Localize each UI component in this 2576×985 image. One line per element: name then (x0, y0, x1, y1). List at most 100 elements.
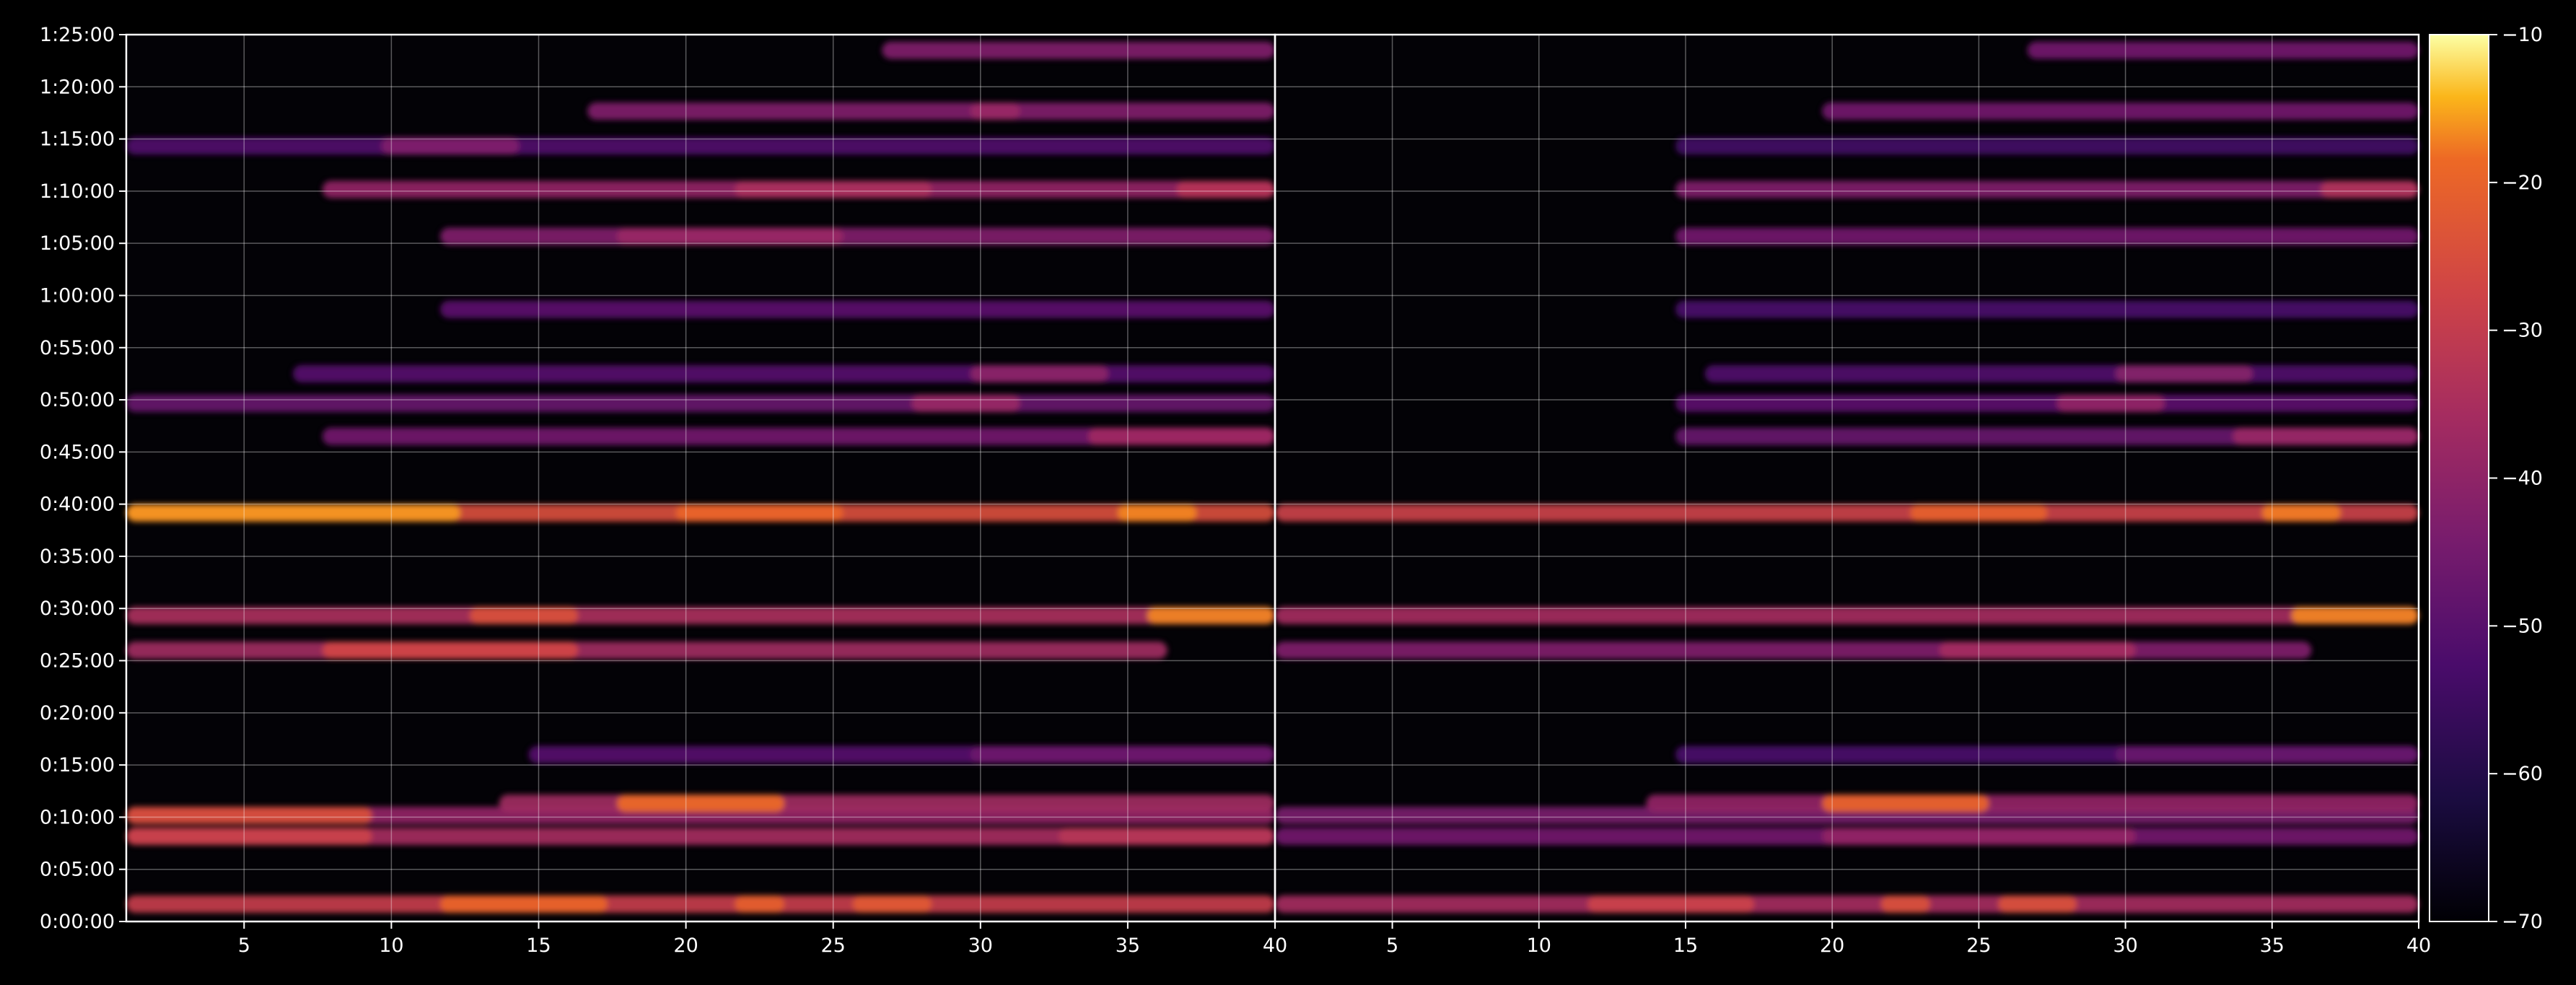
colorbar-tick-label-3: −40 (2502, 468, 2543, 490)
heatmap-band-p2-r4-s1 (2115, 745, 2419, 763)
heatmap-band-p2-r10-s0 (1704, 364, 2419, 382)
colorbar-tick-label-0: −10 (2502, 24, 2543, 46)
colorbar-gradient (2429, 34, 2489, 922)
heatmap-band-p1-r14-s1 (381, 137, 520, 155)
heatmap-band-p2-r3-s1 (1822, 794, 1989, 813)
x-tick-label-p2-1: 10 (1527, 934, 1551, 957)
heatmap-band-p2-r3-s0 (1646, 794, 2419, 813)
heatmap-band-p1-r6-s1 (469, 606, 579, 624)
x-tick-label-p2-6: 35 (2260, 934, 2284, 957)
heatmap-band-p2-r13-s1 (2321, 180, 2419, 198)
heatmap-band-p1-r15-s0 (587, 102, 1275, 121)
x-tick-label-p2-5: 30 (2113, 934, 2137, 957)
heatmap-band-p1-r12-s0 (440, 227, 1275, 245)
colorbar-tick-label-2: −30 (2502, 320, 2543, 342)
heatmap-band-p1-r12-s1 (616, 227, 844, 245)
y-tick-label-11: 0:55:00 (40, 337, 115, 359)
heatmap-band-p2-r7-s1 (1910, 504, 2048, 522)
y-tick-label-13: 1:05:00 (40, 232, 115, 255)
y-tick-label-7: 0:35:00 (40, 546, 115, 568)
heatmap-band-p1-r5-s1 (322, 642, 579, 660)
heatmap-band-p1-r1-s1 (126, 827, 372, 845)
heatmap-band-p2-r14-s0 (1675, 137, 2419, 155)
heatmap-panels (126, 35, 2419, 921)
colorbar-tick-label-5: −60 (2502, 763, 2543, 785)
heatmap-band-p2-r6-s1 (2291, 606, 2419, 624)
x-tick-label-p2-2: 15 (1673, 934, 1698, 957)
heatmap-band-p1-r1-s2 (1059, 827, 1275, 845)
x-tick-label-p1-1: 10 (379, 934, 403, 957)
heatmap-band-p1-r0-s3 (852, 895, 932, 913)
heatmap-band-p1-r3-s1 (616, 794, 785, 813)
x-tick-label-p2-4: 25 (1966, 934, 1991, 957)
heatmap-panel-1 (126, 35, 1275, 921)
x-tick-label-p1-2: 15 (526, 934, 551, 957)
heatmap-band-p1-r15-s1 (970, 102, 1020, 121)
heatmap-panel-2 (1275, 35, 2419, 921)
y-tick-label-9: 0:45:00 (40, 441, 115, 463)
heatmap-band-p2-r15-s0 (1822, 102, 2419, 121)
heatmap-band-p2-r5-s0 (1275, 642, 2312, 660)
heatmap-band-p2-r12-s0 (1675, 227, 2419, 245)
y-tick-label-12: 1:00:00 (40, 284, 115, 307)
y-axis-ticks: 0:00:00 0:05:00 0:10:00 0:15:00 0:20:00 0:25:… (40, 24, 126, 933)
heatmap-band-p2-r0-s3 (1998, 895, 2077, 913)
heatmap-band-p1-r0-s1 (440, 895, 608, 913)
colorbar-tick-label-1: −20 (2502, 172, 2543, 194)
y-tick-label-1: 0:05:00 (40, 859, 115, 881)
panel-1-background (126, 35, 1275, 921)
x-tick-label-p1-4: 25 (821, 934, 846, 957)
heatmap-band-p1-r14-s0 (126, 137, 1275, 155)
y-tick-label-17: 1:25:00 (40, 24, 115, 46)
x-tick-label-p1-5: 30 (968, 934, 993, 957)
heatmap-band-p1-r10-s1 (970, 364, 1109, 382)
x-tick-label-p2-3: 20 (1820, 934, 1844, 957)
heatmap-band-p2-r7-s2 (2261, 504, 2341, 522)
heatmap-band-p1-r13-s2 (1176, 180, 1275, 198)
heatmap-band-p1-r16-s0 (882, 41, 1275, 59)
y-tick-label-16: 1:20:00 (40, 76, 115, 98)
heatmap-band-p2-r9-s1 (2056, 394, 2165, 412)
y-tick-label-5: 0:25:00 (40, 650, 115, 673)
heatmap-band-p2-r16-s0 (2027, 41, 2419, 59)
heatmap-band-p1-r8-s0 (322, 427, 1275, 445)
x-tick-label-p2-0: 5 (1386, 934, 1398, 957)
x-tick-label-p1-0: 5 (238, 934, 250, 957)
heatmap-band-p2-r0-s1 (1587, 895, 1755, 913)
y-tick-label-0: 0:00:00 (40, 911, 115, 933)
heatmap-band-p1-r11-s0 (440, 300, 1275, 318)
axes-frame (125, 33, 2420, 923)
y-tick-label-4: 0:20:00 (40, 702, 115, 724)
heatmap-band-p1-r1-s0 (126, 827, 1275, 845)
heatmap-band-p1-r4-s1 (970, 745, 1275, 763)
heatmap-band-p1-r2-s1 (126, 807, 372, 825)
heatmap-band-p1-r8-s1 (1088, 427, 1275, 445)
x-tick-label-p1-7: 40 (1263, 934, 1287, 957)
y-tick-label-10: 0:50:00 (40, 389, 115, 411)
heatmap-band-p1-r5-s0 (126, 642, 1167, 660)
heatmap-band-p2-r11-s0 (1675, 300, 2419, 318)
panel-2-frame (1274, 33, 2420, 923)
y-tick-label-14: 1:10:00 (40, 180, 115, 203)
colorbar-tick-label-4: −50 (2502, 615, 2543, 637)
heatmap-band-p1-r6-s2 (1147, 606, 1275, 624)
x-tick-label-p1-3: 20 (673, 934, 698, 957)
heatmap-band-p1-r0-s0 (126, 895, 1275, 913)
heatmap-band-p2-r8-s0 (1675, 427, 2419, 445)
heatmap-band-p1-r3-s0 (499, 794, 1275, 813)
y-tick-label-3: 0:15:00 (40, 754, 115, 776)
heatmap-band-p1-r7-s2 (675, 504, 844, 522)
heatmap-band-p2-r9-s0 (1675, 394, 2419, 412)
colorbar-tick-label-6: −70 (2502, 911, 2543, 933)
x-tick-label-p1-6: 35 (1116, 934, 1140, 957)
heatmap-band-p1-r13-s1 (735, 180, 932, 198)
heatmap-band-p1-r6-s0 (126, 606, 1275, 624)
colorbar: −10 −20 −30 −40 −50 −60 −70 (2429, 24, 2543, 933)
heatmap-band-p2-r10-s1 (2115, 364, 2253, 382)
heatmap-band-p1-r0-s2 (735, 895, 785, 913)
x-axis-ticks: 5 10 15 20 25 30 35 40 5 10 15 20 25 30 35 40 (238, 921, 2431, 957)
heatmap-band-p2-r5-s1 (1939, 642, 2136, 660)
heatmap-band-p2-r0-s2 (1880, 895, 1931, 913)
heatmap-band-p2-r0-s0 (1275, 895, 2419, 913)
heatmap-band-p2-r1-s1 (1822, 827, 2136, 845)
